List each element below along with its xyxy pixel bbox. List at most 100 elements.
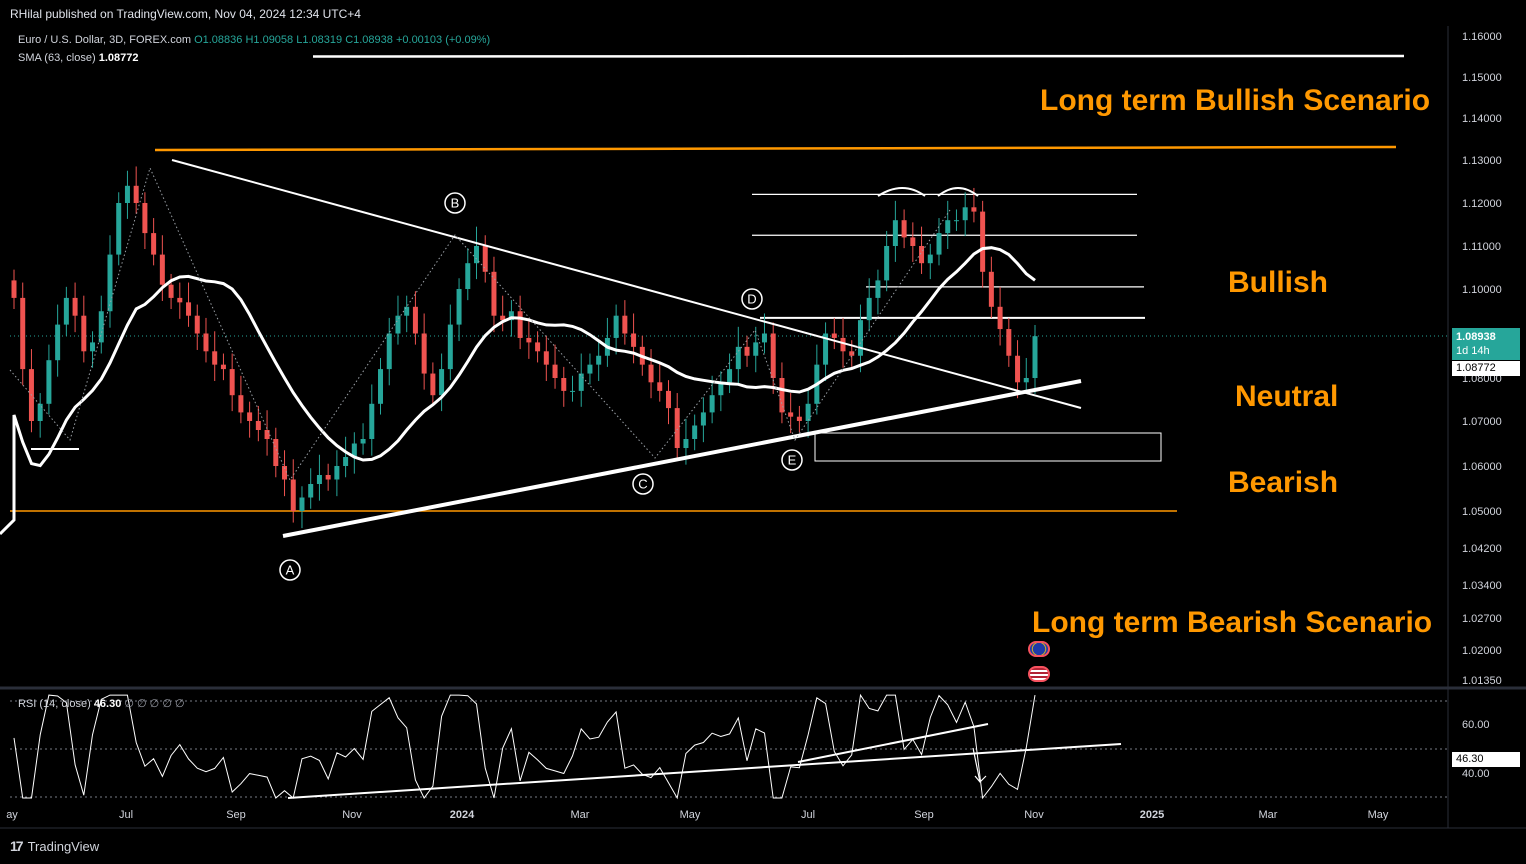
- candle-body[interactable]: [788, 412, 794, 417]
- candle-body[interactable]: [465, 263, 471, 289]
- candle-body[interactable]: [37, 403, 43, 421]
- us-flag-icon[interactable]: [1028, 666, 1050, 682]
- candle-body[interactable]: [264, 430, 270, 439]
- candle-body[interactable]: [892, 220, 898, 246]
- long-term-bullish-line[interactable]: [154, 145, 1397, 152]
- candle-body[interactable]: [316, 475, 322, 484]
- sma-63-line[interactable]: [0, 246, 1036, 536]
- wave-label-circle[interactable]: [444, 192, 466, 214]
- long-term-top-line[interactable]: [312, 54, 1405, 58]
- candle-body[interactable]: [20, 297, 26, 370]
- candle-body[interactable]: [308, 484, 314, 498]
- candle-body[interactable]: [674, 408, 680, 448]
- candle-body[interactable]: [709, 395, 715, 413]
- symbol-title[interactable]: Euro / U.S. Dollar, 3D, FOREX.com: [18, 34, 191, 46]
- candle-body[interactable]: [212, 351, 218, 365]
- candle-body[interactable]: [770, 333, 776, 379]
- candle-body[interactable]: [177, 297, 183, 303]
- candle-body[interactable]: [535, 342, 541, 352]
- candle-body[interactable]: [1015, 355, 1021, 383]
- candle-body[interactable]: [456, 289, 462, 325]
- candle-body[interactable]: [1006, 329, 1012, 356]
- rsi-breakdown-arrow[interactable]: [972, 747, 987, 783]
- candle-body[interactable]: [875, 280, 881, 298]
- candle-body[interactable]: [831, 333, 837, 338]
- candle-body[interactable]: [953, 220, 959, 222]
- candle-body[interactable]: [997, 306, 1003, 330]
- candle-body[interactable]: [1032, 336, 1038, 378]
- candle-body[interactable]: [378, 369, 384, 404]
- candle-body[interactable]: [526, 337, 532, 343]
- candle-body[interactable]: [369, 403, 375, 439]
- candle-body[interactable]: [142, 203, 148, 234]
- candle-body[interactable]: [116, 203, 122, 255]
- wave-label-circle[interactable]: [279, 559, 301, 581]
- candle-body[interactable]: [866, 297, 872, 321]
- candle-body[interactable]: [744, 346, 750, 356]
- candle-body[interactable]: [988, 271, 994, 307]
- candle-body[interactable]: [107, 254, 113, 312]
- candle-body[interactable]: [884, 246, 890, 281]
- candle-body[interactable]: [596, 355, 602, 365]
- candle-body[interactable]: [255, 421, 261, 430]
- candle-body[interactable]: [360, 439, 366, 444]
- candle-body[interactable]: [727, 369, 733, 383]
- wave-label-circle[interactable]: [741, 288, 763, 310]
- candle-body[interactable]: [587, 364, 593, 374]
- candle-body[interactable]: [325, 475, 331, 480]
- candle-body[interactable]: [151, 233, 157, 255]
- candle-body[interactable]: [901, 220, 907, 238]
- rsi-short-trendline[interactable]: [797, 723, 989, 763]
- candle-body[interactable]: [552, 364, 558, 378]
- candle-body[interactable]: [439, 369, 445, 396]
- candle-body[interactable]: [133, 185, 139, 203]
- candle-body[interactable]: [971, 207, 977, 212]
- candle-body[interactable]: [569, 390, 575, 392]
- descending-trendline[interactable]: [171, 159, 1082, 409]
- candle-body[interactable]: [718, 382, 724, 396]
- candle-body[interactable]: [55, 324, 61, 361]
- candle-body[interactable]: [805, 403, 811, 421]
- candle-body[interactable]: [683, 439, 689, 448]
- candle-body[interactable]: [46, 360, 52, 404]
- candle-body[interactable]: [796, 416, 802, 421]
- candle-body[interactable]: [753, 342, 759, 356]
- candle-body[interactable]: [421, 333, 427, 374]
- candle-body[interactable]: [186, 302, 192, 316]
- candle-body[interactable]: [919, 246, 925, 264]
- candle-body[interactable]: [622, 315, 628, 334]
- tradingview-footer[interactable]: 17 TradingView: [10, 838, 99, 854]
- candle-body[interactable]: [159, 254, 165, 285]
- candle-body[interactable]: [386, 333, 392, 370]
- candle-body[interactable]: [404, 306, 410, 316]
- candle-body[interactable]: [927, 254, 933, 264]
- candle-body[interactable]: [63, 297, 69, 325]
- candle-body[interactable]: [648, 364, 654, 383]
- double-top-arc[interactable]: [877, 187, 926, 197]
- candle-body[interactable]: [631, 333, 637, 347]
- candle-body[interactable]: [282, 466, 288, 480]
- candle-body[interactable]: [90, 342, 96, 352]
- candle-body[interactable]: [779, 378, 785, 413]
- candle-body[interactable]: [81, 315, 87, 352]
- candle-body[interactable]: [849, 351, 855, 356]
- candle-body[interactable]: [194, 315, 200, 334]
- candle-body[interactable]: [840, 337, 846, 352]
- wave-label-circle[interactable]: [632, 473, 654, 495]
- candle-body[interactable]: [823, 333, 829, 365]
- candle-body[interactable]: [203, 333, 209, 352]
- candle-body[interactable]: [561, 378, 567, 391]
- candle-body[interactable]: [482, 246, 488, 272]
- candle-body[interactable]: [299, 497, 305, 512]
- rsi-legend[interactable]: RSI (14, close) 46.30 ∅ ∅ ∅ ∅ ∅: [18, 697, 185, 710]
- rsi-label[interactable]: RSI (14, close): [18, 698, 91, 710]
- wave-label-circle[interactable]: [781, 449, 803, 471]
- wave-dotted-path[interactable]: [9, 166, 951, 482]
- candle-body[interactable]: [657, 382, 663, 391]
- rsi-line[interactable]: [13, 693, 1036, 800]
- candle-body[interactable]: [273, 439, 279, 466]
- candle-body[interactable]: [430, 373, 436, 396]
- candle-body[interactable]: [98, 311, 104, 343]
- candle-body[interactable]: [72, 297, 78, 316]
- candle-body[interactable]: [613, 315, 619, 338]
